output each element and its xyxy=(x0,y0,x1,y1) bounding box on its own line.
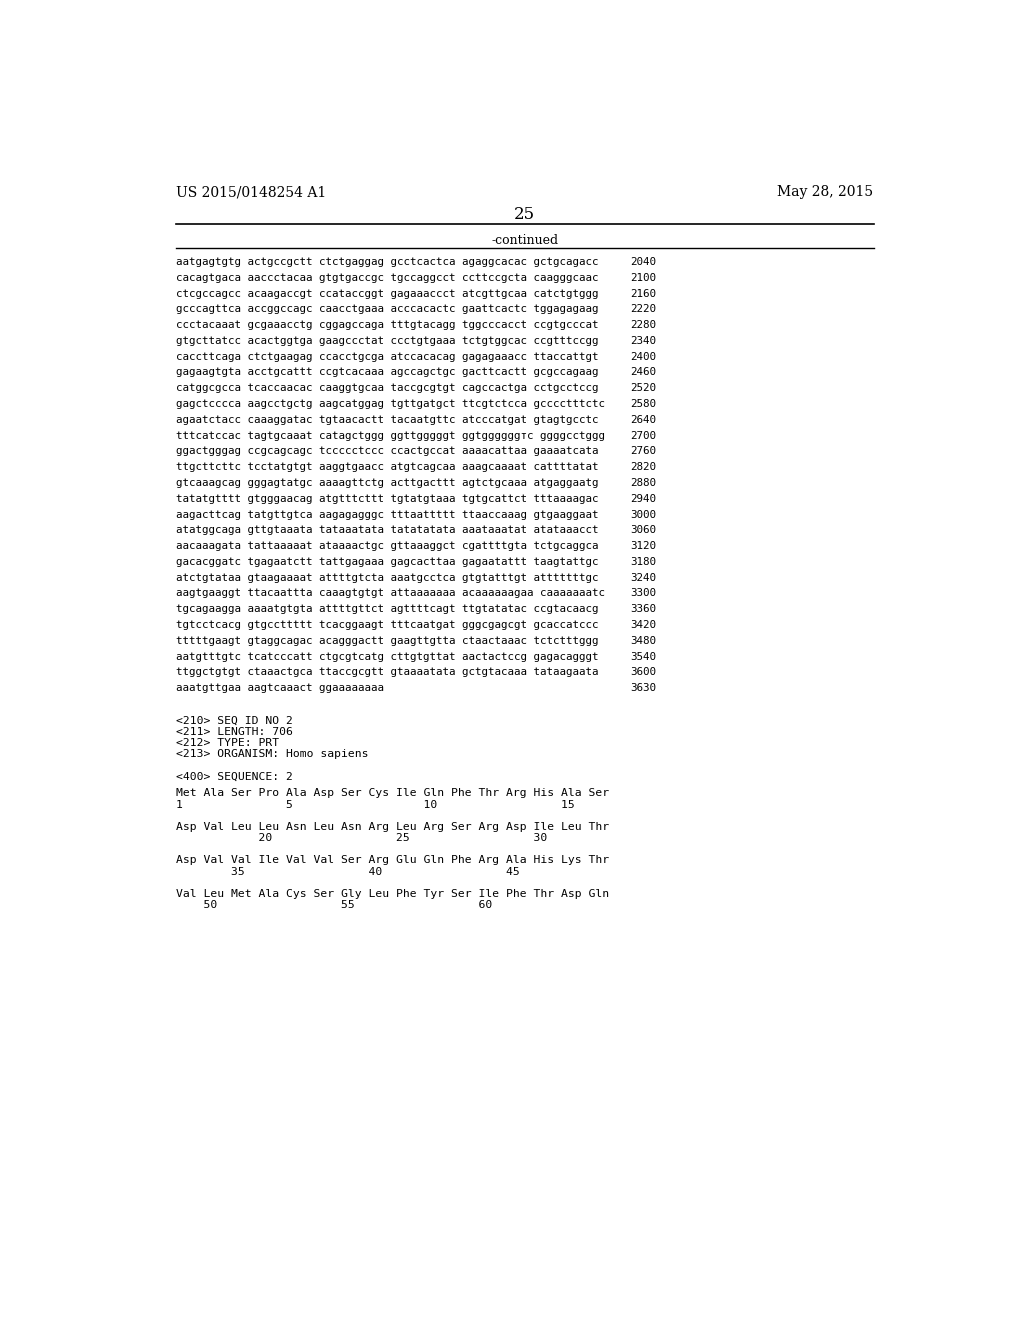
Text: tgcagaagga aaaatgtgta attttgttct agttttcagt ttgtatatac ccgtacaacg: tgcagaagga aaaatgtgta attttgttct agttttc… xyxy=(176,605,599,614)
Text: tttttgaagt gtaggcagac acagggactt gaagttgtta ctaactaaac tctctttggg: tttttgaagt gtaggcagac acagggactt gaagttg… xyxy=(176,636,599,645)
Text: 2700: 2700 xyxy=(630,430,656,441)
Text: 2820: 2820 xyxy=(630,462,656,473)
Text: atatggcaga gttgtaaata tataaatata tatatatata aaataaatat atataaacct: atatggcaga gttgtaaata tataaatata tatatat… xyxy=(176,525,599,536)
Text: 2460: 2460 xyxy=(630,367,656,378)
Text: 2580: 2580 xyxy=(630,399,656,409)
Text: <210> SEQ ID NO 2: <210> SEQ ID NO 2 xyxy=(176,715,293,726)
Text: gtgcttatcc acactggtga gaagccctat ccctgtgaaa tctgtggcac ccgtttccgg: gtgcttatcc acactggtga gaagccctat ccctgtg… xyxy=(176,335,599,346)
Text: ggactgggag ccgcagcagc tccccctccc ccactgccat aaaacattaa gaaaatcata: ggactgggag ccgcagcagc tccccctccc ccactgc… xyxy=(176,446,599,457)
Text: <213> ORGANISM: Homo sapiens: <213> ORGANISM: Homo sapiens xyxy=(176,750,369,759)
Text: aagtgaaggt ttacaattta caaagtgtgt attaaaaaaa acaaaaaagaa caaaaaaatc: aagtgaaggt ttacaattta caaagtgtgt attaaaa… xyxy=(176,589,605,598)
Text: 2280: 2280 xyxy=(630,321,656,330)
Text: 3600: 3600 xyxy=(630,668,656,677)
Text: atctgtataa gtaagaaaat attttgtcta aaatgcctca gtgtatttgt atttttttgc: atctgtataa gtaagaaaat attttgtcta aaatgcc… xyxy=(176,573,599,582)
Text: ctcgccagcc acaagaccgt ccataccggt gagaaaccct atcgttgcaa catctgtggg: ctcgccagcc acaagaccgt ccataccggt gagaaac… xyxy=(176,289,599,298)
Text: ttgcttcttc tcctatgtgt aaggtgaacc atgtcagcaa aaagcaaaat cattttatat: ttgcttcttc tcctatgtgt aaggtgaacc atgtcag… xyxy=(176,462,599,473)
Text: 2160: 2160 xyxy=(630,289,656,298)
Text: 3120: 3120 xyxy=(630,541,656,550)
Text: 3060: 3060 xyxy=(630,525,656,536)
Text: 3540: 3540 xyxy=(630,652,656,661)
Text: -continued: -continued xyxy=(492,234,558,247)
Text: 3300: 3300 xyxy=(630,589,656,598)
Text: 2880: 2880 xyxy=(630,478,656,488)
Text: 3240: 3240 xyxy=(630,573,656,582)
Text: May 28, 2015: May 28, 2015 xyxy=(777,185,873,199)
Text: 20                  25                  30: 20 25 30 xyxy=(176,833,547,843)
Text: aagacttcag tatgttgtca aagagagggc tttaattttt ttaaccaaag gtgaaggaat: aagacttcag tatgttgtca aagagagggc tttaatt… xyxy=(176,510,599,520)
Text: 2940: 2940 xyxy=(630,494,656,504)
Text: 3420: 3420 xyxy=(630,620,656,630)
Text: Asp Val Val Ile Val Val Ser Arg Glu Gln Phe Arg Ala His Lys Thr: Asp Val Val Ile Val Val Ser Arg Glu Gln … xyxy=(176,855,609,866)
Text: US 2015/0148254 A1: US 2015/0148254 A1 xyxy=(176,185,327,199)
Text: cacagtgaca aaccctacaa gtgtgaccgc tgccaggcct ccttccgcta caagggcaac: cacagtgaca aaccctacaa gtgtgaccgc tgccagg… xyxy=(176,273,599,282)
Text: 35                  40                  45: 35 40 45 xyxy=(176,867,520,876)
Text: gcccagttca accggccagc caacctgaaa acccacactc gaattcactc tggagagaag: gcccagttca accggccagc caacctgaaa acccaca… xyxy=(176,305,599,314)
Text: tatatgtttt gtgggaacag atgtttcttt tgtatgtaaa tgtgcattct tttaaaagac: tatatgtttt gtgggaacag atgtttcttt tgtatgt… xyxy=(176,494,599,504)
Text: 25: 25 xyxy=(514,206,536,223)
Text: 3180: 3180 xyxy=(630,557,656,566)
Text: ttggctgtgt ctaaactgca ttaccgcgtt gtaaaatata gctgtacaaa tataagaata: ttggctgtgt ctaaactgca ttaccgcgtt gtaaaat… xyxy=(176,668,599,677)
Text: <212> TYPE: PRT: <212> TYPE: PRT xyxy=(176,738,280,748)
Text: 2220: 2220 xyxy=(630,305,656,314)
Text: caccttcaga ctctgaagag ccacctgcga atccacacag gagagaaacc ttaccattgt: caccttcaga ctctgaagag ccacctgcga atccaca… xyxy=(176,351,599,362)
Text: Met Ala Ser Pro Ala Asp Ser Cys Ile Gln Phe Thr Arg His Ala Ser: Met Ala Ser Pro Ala Asp Ser Cys Ile Gln … xyxy=(176,788,609,799)
Text: 3630: 3630 xyxy=(630,684,656,693)
Text: catggcgcca tcaccaacac caaggtgcaa taccgcgtgt cagccactga cctgcctccg: catggcgcca tcaccaacac caaggtgcaa taccgcg… xyxy=(176,383,599,393)
Text: <211> LENGTH: 706: <211> LENGTH: 706 xyxy=(176,727,293,737)
Text: <400> SEQUENCE: 2: <400> SEQUENCE: 2 xyxy=(176,772,293,781)
Text: 2040: 2040 xyxy=(630,257,656,267)
Text: gagctcccca aagcctgctg aagcatggag tgttgatgct ttcgtctcca gcccctttctc: gagctcccca aagcctgctg aagcatggag tgttgat… xyxy=(176,399,605,409)
Text: ccctacaaat gcgaaacctg cggagccaga tttgtacagg tggcccacct ccgtgcccat: ccctacaaat gcgaaacctg cggagccaga tttgtac… xyxy=(176,321,599,330)
Text: 2640: 2640 xyxy=(630,414,656,425)
Text: aatgtttgtc tcatcccatt ctgcgtcatg cttgtgttat aactactccg gagacagggt: aatgtttgtc tcatcccatt ctgcgtcatg cttgtgt… xyxy=(176,652,599,661)
Text: tttcatccac tagtgcaaat catagctggg ggttgggggt ggtggggggтc ggggcctggg: tttcatccac tagtgcaaat catagctggg ggttggg… xyxy=(176,430,605,441)
Text: Asp Val Leu Leu Asn Leu Asn Arg Leu Arg Ser Arg Asp Ile Leu Thr: Asp Val Leu Leu Asn Leu Asn Arg Leu Arg … xyxy=(176,822,609,832)
Text: gacacggatc tgagaatctt tattgagaaa gagcacttaa gagaatattt taagtattgc: gacacggatc tgagaatctt tattgagaaa gagcact… xyxy=(176,557,599,566)
Text: 3360: 3360 xyxy=(630,605,656,614)
Text: 2760: 2760 xyxy=(630,446,656,457)
Text: 2340: 2340 xyxy=(630,335,656,346)
Text: 3480: 3480 xyxy=(630,636,656,645)
Text: 2400: 2400 xyxy=(630,351,656,362)
Text: gagaagtgta acctgcattt ccgtcacaaa agccagctgc gacttcactt gcgccagaag: gagaagtgta acctgcattt ccgtcacaaa agccagc… xyxy=(176,367,599,378)
Text: tgtcctcacg gtgccttttt tcacggaagt tttcaatgat gggcgagcgt gcaccatccc: tgtcctcacg gtgccttttt tcacggaagt tttcaat… xyxy=(176,620,599,630)
Text: gtcaaagcag gggagtatgc aaaagttctg acttgacttt agtctgcaaa atgaggaatg: gtcaaagcag gggagtatgc aaaagttctg acttgac… xyxy=(176,478,599,488)
Text: agaatctacc caaaggatac tgtaacactt tacaatgttc atcccatgat gtagtgcctc: agaatctacc caaaggatac tgtaacactt tacaatg… xyxy=(176,414,599,425)
Text: 50                  55                  60: 50 55 60 xyxy=(176,900,493,909)
Text: aacaaagata tattaaaaat ataaaactgc gttaaaggct cgattttgta tctgcaggca: aacaaagata tattaaaaat ataaaactgc gttaaag… xyxy=(176,541,599,550)
Text: aaatgttgaa aagtcaaact ggaaaaaaaa: aaatgttgaa aagtcaaact ggaaaaaaaa xyxy=(176,684,384,693)
Text: aatgagtgtg actgccgctt ctctgaggag gcctcactca agaggcacac gctgcagacc: aatgagtgtg actgccgctt ctctgaggag gcctcac… xyxy=(176,257,599,267)
Text: 2100: 2100 xyxy=(630,273,656,282)
Text: Val Leu Met Ala Cys Ser Gly Leu Phe Tyr Ser Ile Phe Thr Asp Gln: Val Leu Met Ala Cys Ser Gly Leu Phe Tyr … xyxy=(176,888,609,899)
Text: 1               5                   10                  15: 1 5 10 15 xyxy=(176,800,574,809)
Text: 3000: 3000 xyxy=(630,510,656,520)
Text: 2520: 2520 xyxy=(630,383,656,393)
